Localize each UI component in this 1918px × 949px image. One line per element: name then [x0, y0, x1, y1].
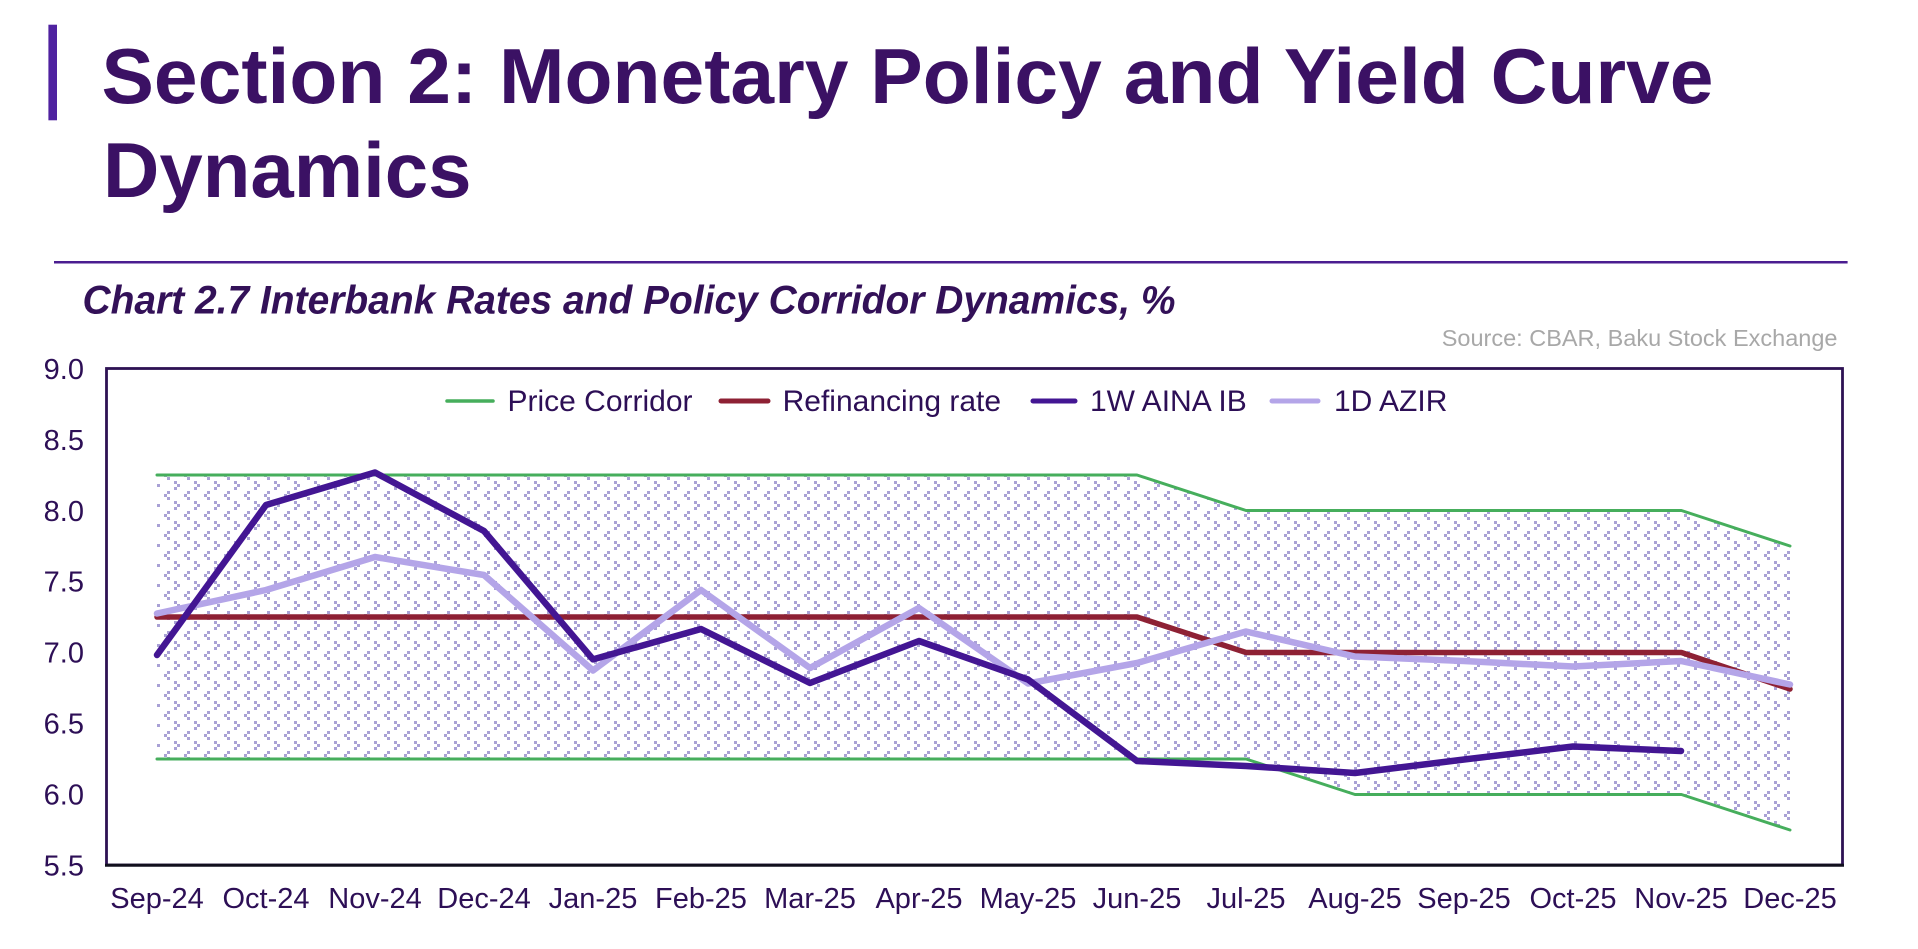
svg-text:Apr-25: Apr-25	[875, 883, 962, 915]
svg-text:May-25: May-25	[980, 883, 1077, 915]
svg-text:Sep-24: Sep-24	[110, 883, 204, 915]
svg-text:8.0: 8.0	[44, 496, 84, 528]
svg-text:8.5: 8.5	[44, 425, 84, 457]
svg-text:Chart 2.7 Interbank Rates and: Chart 2.7 Interbank Rates and Policy Cor…	[83, 279, 1176, 323]
svg-text:5.5: 5.5	[44, 850, 84, 882]
svg-text:Mar-25: Mar-25	[764, 883, 856, 915]
svg-text:Dynamics: Dynamics	[103, 126, 472, 214]
svg-text:6.5: 6.5	[44, 709, 84, 741]
svg-text:Source: CBAR, Baku Stock Excha: Source: CBAR, Baku Stock Exchange	[1442, 325, 1838, 351]
svg-text:6.0: 6.0	[44, 780, 84, 812]
svg-text:7.5: 7.5	[44, 567, 84, 599]
svg-text:1W AINA IB: 1W AINA IB	[1090, 385, 1247, 418]
svg-text:Section 2: Monetary Policy and: Section 2: Monetary Policy and Yield Cur…	[102, 32, 1714, 120]
svg-text:Refinancing rate: Refinancing rate	[783, 385, 1001, 418]
svg-text:Price Corridor: Price Corridor	[508, 385, 693, 418]
svg-text:Aug-25: Aug-25	[1308, 883, 1402, 915]
svg-text:Jul-25: Jul-25	[1207, 883, 1286, 915]
svg-text:Feb-25: Feb-25	[655, 883, 747, 915]
svg-text:Sep-25: Sep-25	[1417, 883, 1511, 915]
svg-text:1D AZIR: 1D AZIR	[1334, 385, 1447, 418]
svg-text:Jun-25: Jun-25	[1093, 883, 1182, 915]
svg-text:Nov-24: Nov-24	[328, 883, 422, 915]
svg-text:9.0: 9.0	[44, 354, 84, 386]
svg-text:Dec-24: Dec-24	[437, 883, 531, 915]
svg-text:Nov-25: Nov-25	[1634, 883, 1728, 915]
svg-text:Dec-25: Dec-25	[1743, 883, 1837, 915]
svg-text:Jan-25: Jan-25	[549, 883, 638, 915]
svg-text:Oct-24: Oct-24	[222, 883, 309, 915]
svg-text:7.0: 7.0	[44, 638, 84, 670]
svg-text:Oct-25: Oct-25	[1529, 883, 1616, 915]
